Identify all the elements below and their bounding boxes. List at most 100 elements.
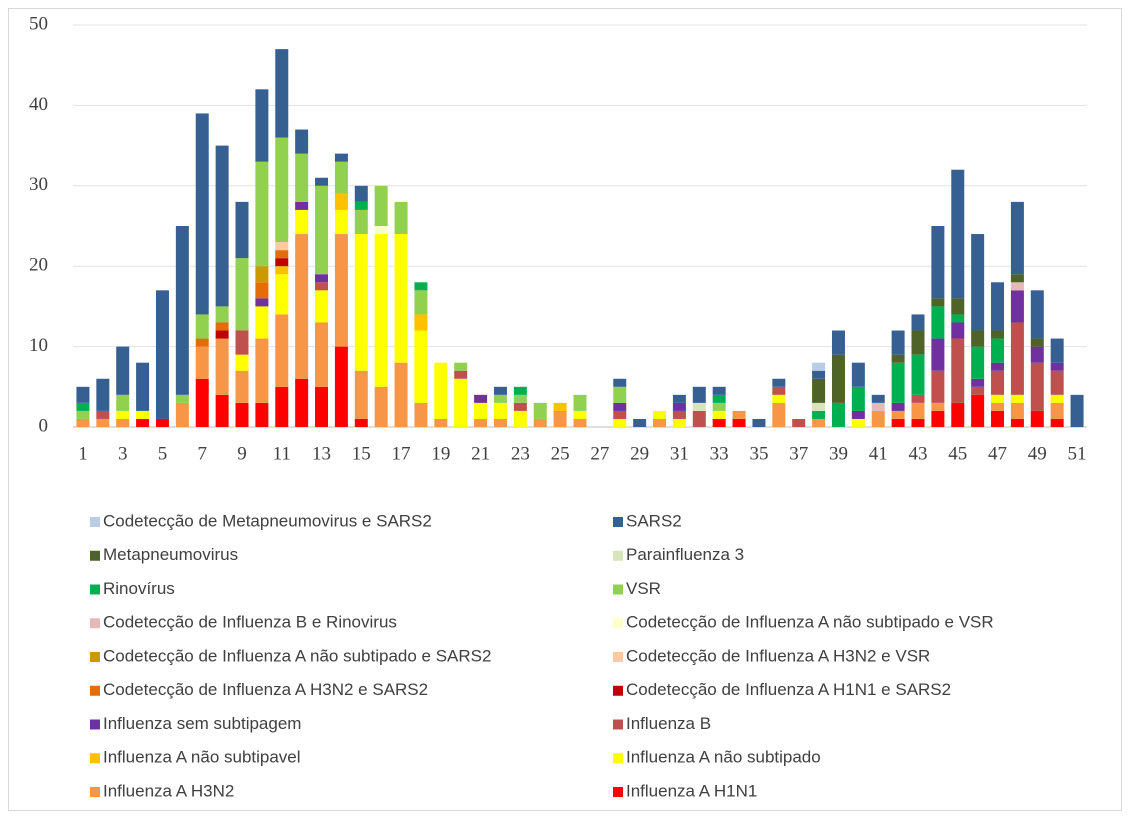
- bar-segment: [772, 394, 786, 403]
- bar-segment: [891, 402, 905, 411]
- legend-label: Influenza sem subtipagem: [103, 714, 301, 733]
- bar-segment: [613, 418, 627, 427]
- legend-label: Codetecção de Influenza A não subtipado …: [103, 646, 491, 665]
- bar-segment: [1030, 338, 1044, 347]
- x-tick-label: 31: [670, 443, 689, 464]
- bar-segment: [255, 338, 269, 403]
- bar-segment: [414, 330, 428, 403]
- bar-segment: [672, 394, 686, 403]
- x-tick-label: 9: [237, 443, 247, 464]
- x-tick-label: 19: [431, 443, 450, 464]
- x-tick-label: 47: [988, 443, 1007, 464]
- bar-segment: [911, 330, 925, 355]
- bar-segment: [414, 282, 428, 291]
- bar-segment: [454, 378, 468, 427]
- y-tick-label: 0: [39, 415, 49, 436]
- bar-segment: [255, 306, 269, 339]
- bar-segment: [891, 410, 905, 419]
- bar-segment: [931, 402, 945, 411]
- bar-segment: [255, 402, 269, 427]
- bar-segment: [851, 386, 865, 411]
- bar-segment: [215, 330, 229, 339]
- x-tick-label: 25: [551, 443, 570, 464]
- bar-segment: [76, 410, 90, 419]
- bar-segment: [951, 338, 965, 403]
- bar-segment: [1050, 370, 1064, 395]
- bar-segment: [354, 234, 368, 371]
- bar-segment: [394, 362, 408, 427]
- x-tick-label: 13: [312, 443, 331, 464]
- bar-segment: [911, 354, 925, 395]
- bar-segment: [891, 330, 905, 355]
- legend-label: VSR: [626, 579, 661, 598]
- bar-segment: [315, 274, 329, 283]
- bar-segment: [235, 258, 249, 331]
- bar-segment: [116, 418, 130, 427]
- bar-segment: [851, 410, 865, 419]
- x-tick-label: 37: [789, 443, 808, 464]
- bar-segment: [275, 137, 289, 243]
- bar-segment: [931, 298, 945, 307]
- bar-segment: [493, 386, 507, 395]
- bar-segment: [295, 129, 309, 154]
- bar-segment: [533, 418, 547, 427]
- legend-label: Influenza A H3N2: [103, 781, 234, 800]
- bar-segment: [215, 338, 229, 395]
- x-tick-label: 7: [197, 443, 207, 464]
- bar-segment: [971, 346, 985, 379]
- x-tick-label: 49: [1028, 443, 1047, 464]
- bar-segment: [175, 402, 189, 427]
- bar-segment: [116, 394, 130, 411]
- legend-label: Codetecção de Influenza A não subtipado …: [626, 613, 994, 632]
- bar-segment: [434, 362, 448, 419]
- x-tick-label: 27: [590, 443, 609, 464]
- x-tick-label: 5: [158, 443, 168, 464]
- bar-segment: [931, 370, 945, 403]
- x-tick-label: 11: [273, 443, 291, 464]
- bar-segment: [454, 362, 468, 371]
- legend-label: SARS2: [626, 511, 682, 530]
- bar-segment: [831, 330, 845, 355]
- bar-segment: [991, 338, 1005, 363]
- bar-segment: [851, 418, 865, 427]
- bar-segment: [295, 201, 309, 210]
- bar-segment: [533, 402, 547, 419]
- bar-segment: [215, 145, 229, 307]
- bar-segment: [772, 402, 786, 427]
- bar-segment: [991, 394, 1005, 403]
- bar-segment: [195, 314, 209, 339]
- bar-segment: [96, 418, 110, 427]
- bar-segment: [1010, 290, 1024, 323]
- bar-segment: [573, 418, 587, 427]
- bar-segment: [1050, 362, 1064, 371]
- bar-segment: [334, 153, 348, 162]
- bar-segment: [553, 410, 567, 427]
- bar-segment: [672, 418, 686, 427]
- bar-segment: [414, 314, 428, 331]
- bar-segment: [653, 418, 667, 427]
- bar-segment: [315, 386, 329, 427]
- bar-segment: [96, 378, 110, 411]
- x-tick-label: 51: [1068, 443, 1087, 464]
- bar-segment: [931, 410, 945, 427]
- legend-label: Codetecção de Influenza B e Rinovirus: [103, 613, 397, 632]
- bar-segment: [374, 386, 388, 427]
- legend-swatch: [90, 685, 100, 696]
- bar-segment: [692, 402, 706, 411]
- bar-segment: [275, 258, 289, 267]
- legend-label: Influenza A não subtipado: [626, 748, 821, 767]
- legend-swatch: [613, 618, 623, 629]
- legend-label: Influenza B: [626, 714, 711, 733]
- bar-segment: [155, 290, 169, 419]
- bar-segment: [493, 418, 507, 427]
- bar-segment: [513, 394, 527, 403]
- bar-segment: [812, 362, 826, 371]
- x-tick-label: 23: [511, 443, 530, 464]
- bar-segment: [315, 282, 329, 291]
- bar-segment: [991, 370, 1005, 395]
- bar-segment: [414, 402, 428, 427]
- bar-segment: [235, 201, 249, 259]
- bar-segment: [712, 402, 726, 411]
- bar-segment: [633, 418, 647, 427]
